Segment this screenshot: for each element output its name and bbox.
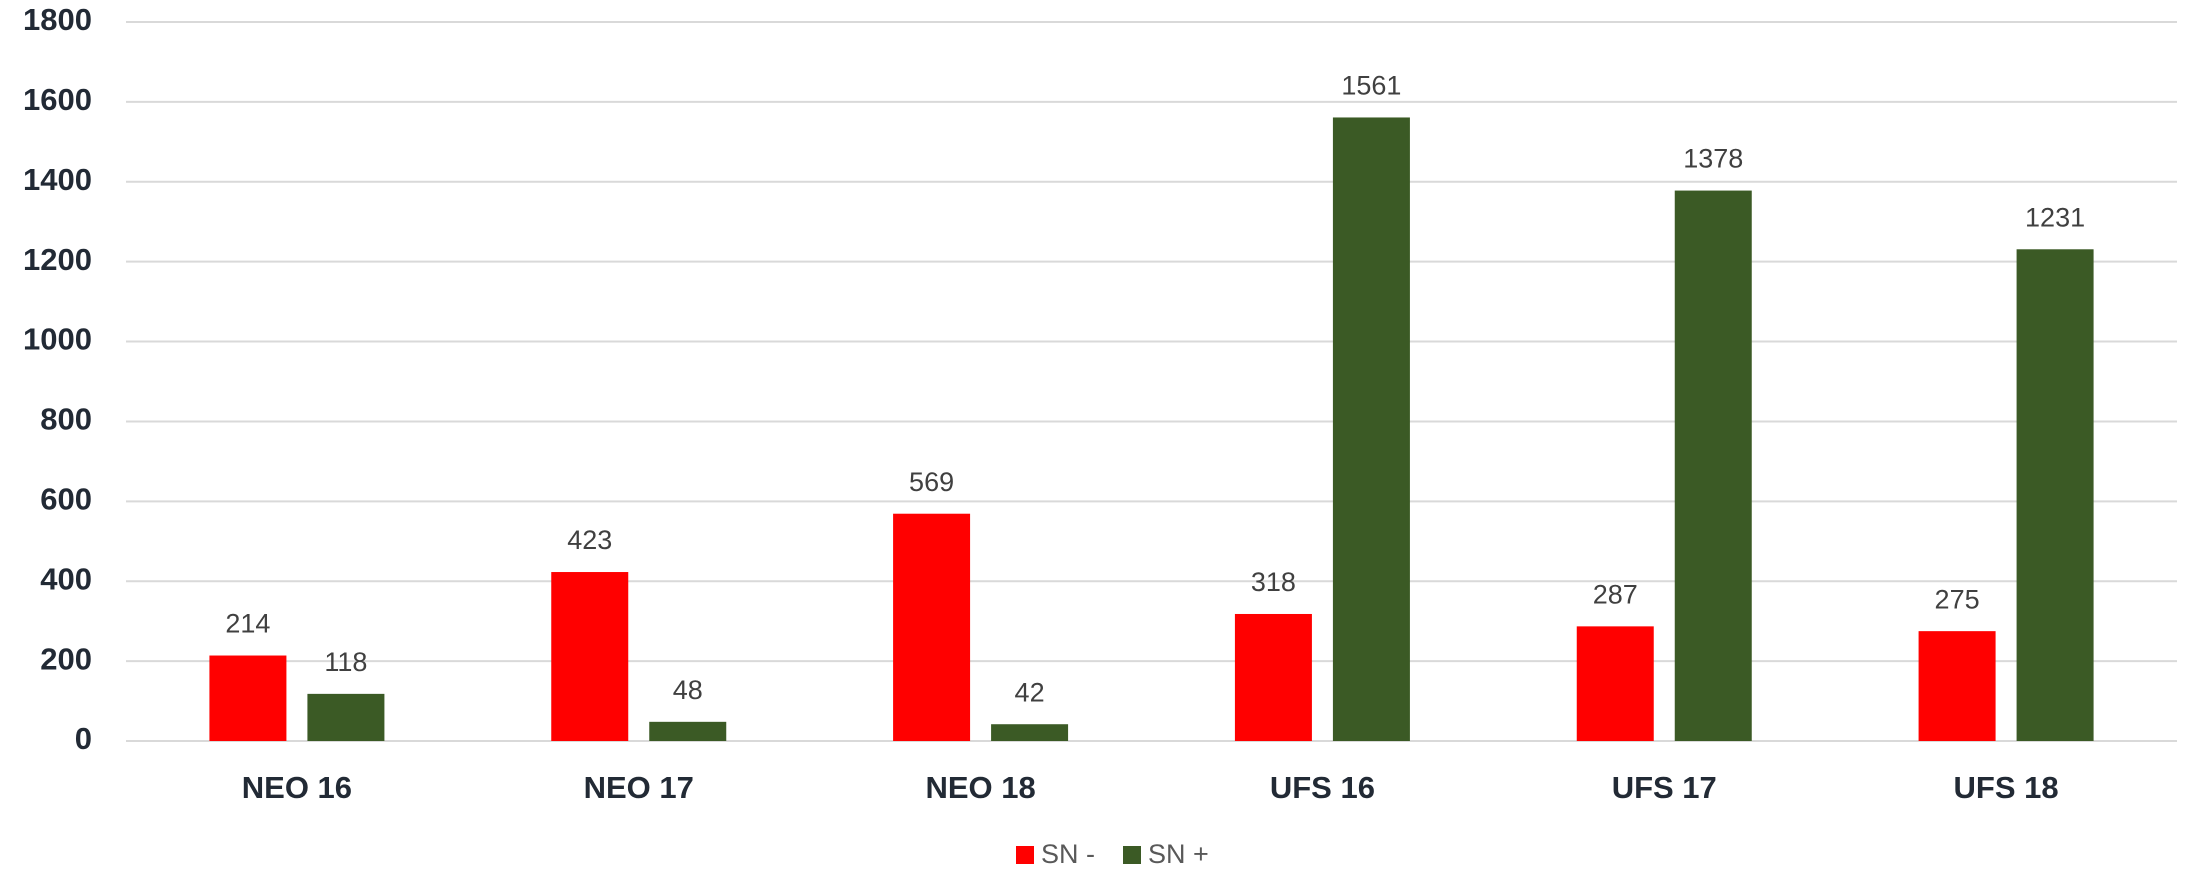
bar (649, 721, 727, 741)
x-tick-label: NEO 17 (584, 770, 694, 805)
x-tick-label: UFS 17 (1612, 770, 1717, 805)
data-label: 42 (1015, 677, 1045, 707)
legend-label: SN + (1148, 839, 1209, 869)
x-tick-label: NEO 16 (242, 770, 352, 805)
x-tick-label: UFS 16 (1270, 770, 1375, 805)
data-label: 48 (673, 675, 703, 705)
legend-swatch (1016, 846, 1034, 864)
bar (551, 572, 629, 741)
x-tick-label: UFS 18 (1954, 770, 2059, 805)
bar (1332, 117, 1410, 741)
y-tick-label: 600 (40, 482, 92, 517)
y-tick-label: 1000 (23, 322, 92, 357)
y-tick-label: 800 (40, 402, 92, 437)
data-label: 214 (225, 609, 270, 639)
bar (893, 513, 971, 741)
bar (1674, 190, 1752, 741)
y-tick-label: 400 (40, 561, 92, 596)
y-tick-label: 1400 (23, 162, 92, 197)
y-tick-label: 200 (40, 641, 92, 676)
data-label: 275 (1935, 584, 1980, 614)
y-tick-label: 1600 (23, 82, 92, 117)
data-label: 423 (567, 525, 612, 555)
bar (307, 693, 385, 741)
legend-swatch (1123, 846, 1141, 864)
data-label: 118 (324, 647, 367, 677)
data-label: 1378 (1683, 144, 1743, 174)
bar (209, 655, 287, 741)
bar (1576, 626, 1654, 741)
bar (991, 724, 1069, 741)
data-label: 569 (909, 467, 954, 497)
data-label: 287 (1593, 579, 1638, 609)
bar (2016, 249, 2094, 742)
x-tick-label: NEO 18 (925, 770, 1035, 805)
y-tick-label: 1800 (23, 2, 92, 37)
data-label: 1561 (1341, 71, 1401, 101)
y-tick-label: 0 (75, 721, 92, 756)
bar (1918, 631, 1996, 741)
legend-label: SN - (1041, 839, 1095, 869)
y-tick-label: 1200 (23, 242, 92, 277)
data-label: 1231 (2025, 202, 2085, 232)
data-label: 318 (1251, 567, 1296, 597)
bar (1234, 613, 1312, 741)
